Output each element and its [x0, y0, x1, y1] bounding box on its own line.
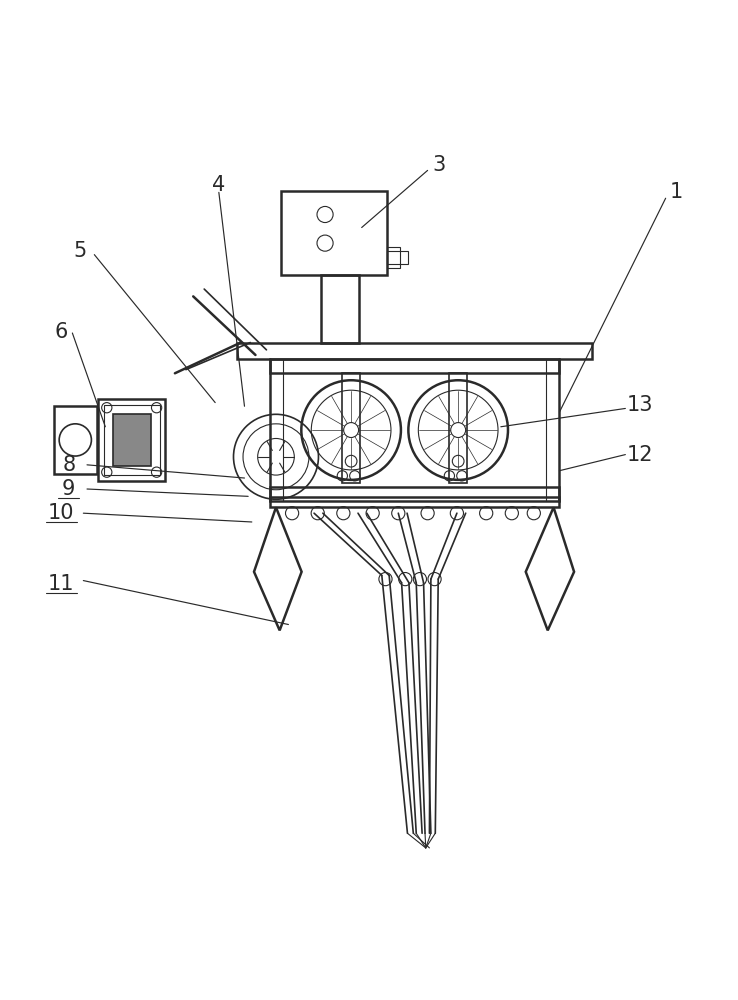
Bar	[237, 343, 593, 359]
Bar	[54, 406, 97, 474]
Bar	[98, 399, 165, 481]
Bar	[387, 247, 401, 268]
Bar	[104, 405, 159, 475]
Text: 6: 6	[55, 322, 68, 342]
Bar	[387, 251, 408, 264]
Bar	[321, 275, 359, 343]
Text: 8: 8	[62, 455, 75, 475]
Bar	[281, 191, 387, 275]
Text: 9: 9	[62, 479, 75, 499]
Text: 4: 4	[213, 175, 226, 195]
Text: 13: 13	[627, 395, 653, 415]
Bar	[449, 373, 467, 483]
Text: 12: 12	[627, 445, 653, 465]
Bar	[113, 414, 151, 466]
Bar	[270, 359, 559, 373]
Bar	[270, 487, 559, 501]
Text: 3: 3	[432, 155, 445, 175]
Bar	[270, 497, 559, 507]
Text: 1: 1	[670, 182, 683, 202]
Bar	[342, 373, 360, 483]
Text: 11: 11	[48, 574, 75, 594]
Text: 5: 5	[73, 241, 86, 261]
Text: 10: 10	[48, 503, 75, 523]
